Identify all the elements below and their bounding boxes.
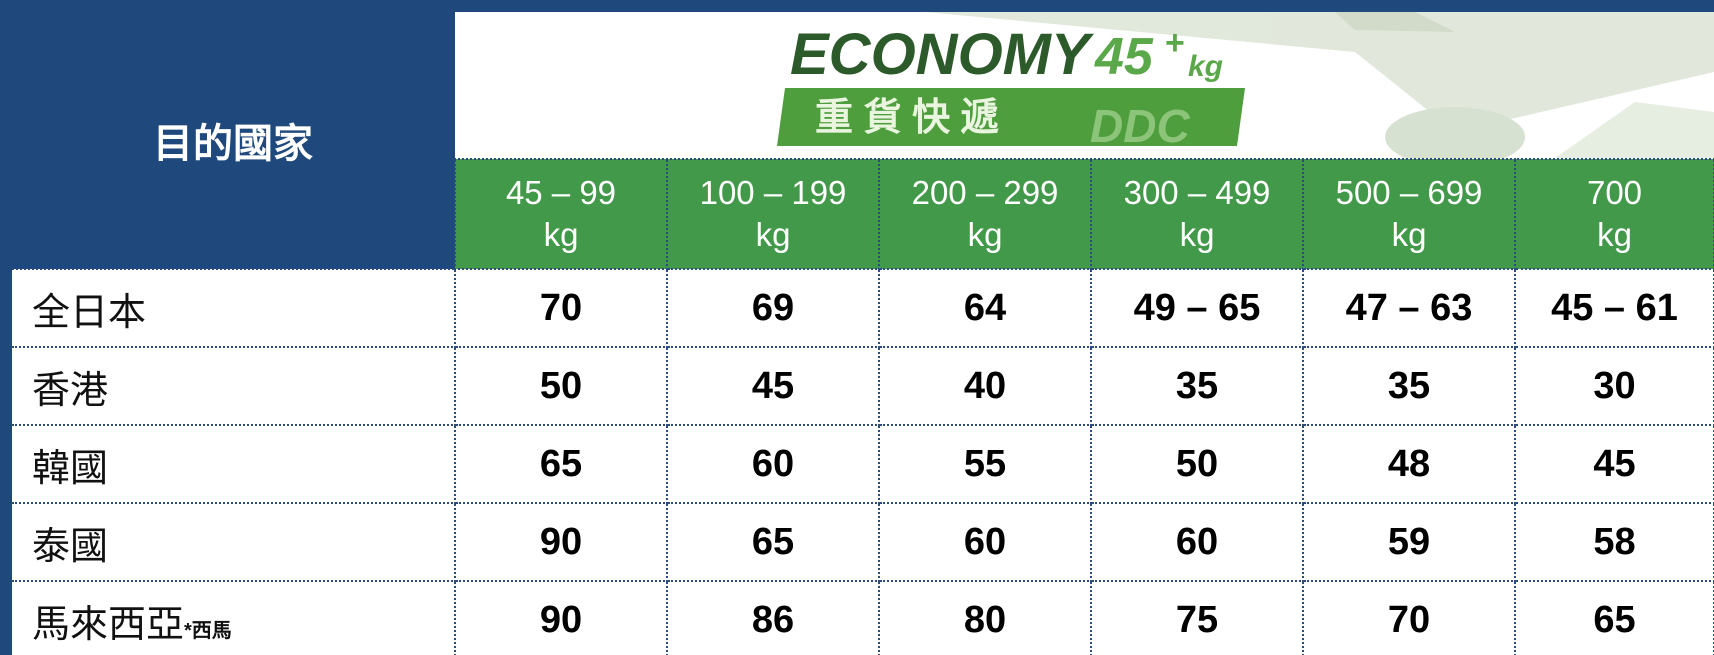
weight-unit: kg xyxy=(1092,214,1302,256)
weight-range: 200 – 299 xyxy=(880,172,1090,214)
rate-cell: 60 xyxy=(1091,503,1303,581)
country-name: 香港 xyxy=(32,370,108,412)
logo: ECONOMY 45 + kg 重 貨 快 遞 DDC xyxy=(455,12,1714,158)
country-cell: 泰國 xyxy=(12,503,455,581)
table-frame: 目的國家 ECONOMY 45 + kg 重 貨 快 遞 DDC xyxy=(0,0,1714,655)
rate-cell: 69 xyxy=(667,269,879,347)
weight-unit: kg xyxy=(668,214,878,256)
weight-range: 700 xyxy=(1516,172,1713,214)
rate-cell: 40 xyxy=(879,347,1091,425)
rate-cell: 65 xyxy=(455,425,667,503)
rate-cell: 48 xyxy=(1303,425,1515,503)
logo-code: DDC xyxy=(1090,100,1190,152)
weight-range: 300 – 499 xyxy=(1092,172,1302,214)
logo-title: ECONOMY xyxy=(790,22,1095,87)
logo-cell: ECONOMY 45 + kg 重 貨 快 遞 DDC xyxy=(455,12,1714,159)
rate-cell: 49 – 65 xyxy=(1091,269,1303,347)
country-cell: 韓國 xyxy=(12,425,455,503)
country-cell: 全日本 xyxy=(12,269,455,347)
rate-cell: 35 xyxy=(1303,347,1515,425)
rate-cell: 64 xyxy=(879,269,1091,347)
rate-cell: 47 – 63 xyxy=(1303,269,1515,347)
weight-range: 500 – 699 xyxy=(1304,172,1514,214)
destination-header: 目的國家 xyxy=(12,12,455,269)
logo-unit: kg xyxy=(1188,50,1223,83)
rate-cell: 35 xyxy=(1091,347,1303,425)
country-name: 泰國 xyxy=(32,526,108,568)
country-name: 全日本 xyxy=(32,292,146,334)
rate-cell: 80 xyxy=(879,581,1091,655)
rate-cell: 90 xyxy=(455,503,667,581)
weight-unit: kg xyxy=(880,214,1090,256)
country-note: *西馬 xyxy=(184,620,232,642)
table-body: 目的國家 ECONOMY 45 + kg 重 貨 快 遞 DDC xyxy=(12,12,1714,655)
rate-cell: 45 – 61 xyxy=(1515,269,1714,347)
rate-cell: 65 xyxy=(1515,581,1714,655)
rate-cell: 86 xyxy=(667,581,879,655)
logo-sup: + xyxy=(1165,24,1185,62)
rate-cell: 90 xyxy=(455,581,667,655)
rate-cell: 60 xyxy=(879,503,1091,581)
rate-cell: 60 xyxy=(667,425,879,503)
rate-cell: 70 xyxy=(1303,581,1515,655)
rate-cell: 58 xyxy=(1515,503,1714,581)
rate-cell: 45 xyxy=(667,347,879,425)
rate-cell: 45 xyxy=(1515,425,1714,503)
logo-weight: 45 xyxy=(1094,28,1154,86)
weight-range: 45 – 99 xyxy=(456,172,666,214)
weight-unit: kg xyxy=(1304,214,1514,256)
rate-cell: 75 xyxy=(1091,581,1303,655)
country-cell: 馬來西亞*西馬 xyxy=(12,581,455,655)
country-name: 馬來西亞 xyxy=(32,604,184,646)
rate-cell: 50 xyxy=(1091,425,1303,503)
country-cell: 香港 xyxy=(12,347,455,425)
rate-table: 目的國家 ECONOMY 45 + kg 重 貨 快 遞 DDC xyxy=(12,12,1714,655)
rate-cell: 65 xyxy=(667,503,879,581)
logo-subtitle: 重 貨 快 遞 xyxy=(815,97,999,139)
weight-unit: kg xyxy=(456,214,666,256)
rate-cell: 70 xyxy=(455,269,667,347)
rate-cell: 55 xyxy=(879,425,1091,503)
rate-cell: 50 xyxy=(455,347,667,425)
rate-cell: 30 xyxy=(1515,347,1714,425)
rate-cell: 59 xyxy=(1303,503,1515,581)
weight-range: 100 – 199 xyxy=(668,172,878,214)
weight-unit: kg xyxy=(1516,214,1713,256)
page: 目的國家 ECONOMY 45 + kg 重 貨 快 遞 DDC xyxy=(0,0,1714,655)
country-name: 韓國 xyxy=(32,448,108,490)
